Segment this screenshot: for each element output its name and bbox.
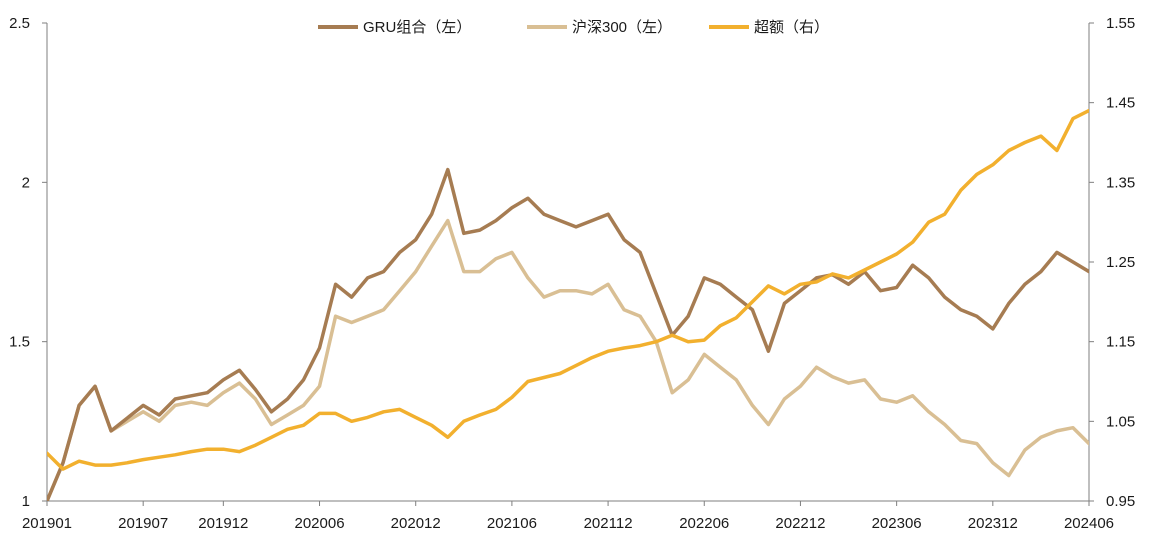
x-tick-label: 202212	[775, 515, 825, 532]
x-tick-label: 201912	[198, 515, 248, 532]
right-tick-label: 1.15	[1106, 334, 1135, 351]
legend-label: 超额（右）	[754, 19, 829, 36]
x-tick-label: 202006	[294, 515, 344, 532]
left-tick-label: 2	[22, 174, 30, 191]
series-line-2	[47, 218, 1089, 501]
x-tick-label: 202406	[1064, 515, 1114, 532]
x-tick-label: 202012	[391, 515, 441, 532]
left-tick-label: 1	[22, 493, 30, 510]
legend-label: 沪深300（左）	[572, 19, 672, 36]
x-tick-label: 202206	[679, 515, 729, 532]
x-tick-label: 202112	[584, 515, 633, 532]
x-tick-label: 201901	[22, 515, 72, 532]
x-tick-label: 202312	[968, 515, 1018, 532]
right-tick-label: 0.95	[1106, 493, 1135, 510]
legend-label: GRU组合（左）	[363, 19, 471, 36]
right-tick-label: 1.45	[1106, 95, 1135, 112]
series-layer	[47, 108, 1089, 501]
right-tick-label: 1.35	[1106, 174, 1135, 191]
series-line-1	[47, 167, 1089, 501]
right-tick-label: 1.25	[1106, 254, 1135, 271]
series-line-3	[47, 108, 1089, 471]
x-axis-ticks: 201901 201907 201912 202006 202012 202106 2021…	[22, 501, 1114, 532]
right-axis-ticks: 0.95 1.05 1.15 1.25 1.35 1.45 1.55	[1089, 15, 1135, 510]
right-tick-label: 1.55	[1106, 15, 1135, 32]
x-tick-label: 201907	[118, 515, 168, 532]
legend: GRU组合（左） 沪深300（左） 超额（右）	[318, 19, 829, 36]
right-tick-label: 1.05	[1106, 413, 1135, 430]
left-axis-ticks: 1 1.5 2 2.5	[9, 15, 47, 510]
series-lines	[47, 108, 1089, 501]
left-tick-label: 1.5	[9, 334, 30, 351]
axes	[46, 23, 1090, 502]
x-tick-label: 202306	[872, 515, 922, 532]
left-tick-label: 2.5	[9, 15, 30, 32]
x-tick-label: 202106	[487, 515, 537, 532]
